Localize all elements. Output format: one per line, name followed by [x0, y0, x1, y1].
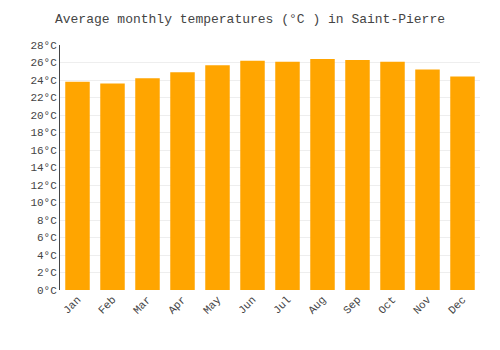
svg-text:Feb: Feb — [96, 294, 118, 316]
svg-text:6°C: 6°C — [37, 232, 57, 244]
svg-text:8°C: 8°C — [37, 215, 57, 227]
svg-text:Dec: Dec — [446, 294, 468, 316]
svg-text:Average monthly temperatures (: Average monthly temperatures (°C ) in Sa… — [55, 12, 445, 27]
svg-text:26°C: 26°C — [30, 57, 57, 69]
svg-text:Jan: Jan — [61, 294, 83, 316]
svg-text:10°C: 10°C — [30, 197, 57, 209]
svg-text:Nov: Nov — [411, 294, 434, 317]
svg-text:Jul: Jul — [271, 294, 293, 316]
svg-text:22°C: 22°C — [30, 92, 57, 104]
svg-text:Sep: Sep — [341, 294, 363, 316]
svg-text:16°C: 16°C — [30, 145, 57, 157]
svg-text:0°C: 0°C — [37, 285, 57, 297]
svg-text:28°C: 28°C — [30, 40, 57, 52]
svg-text:24°C: 24°C — [30, 75, 57, 87]
svg-text:Mar: Mar — [131, 294, 153, 316]
svg-text:18°C: 18°C — [30, 127, 57, 139]
svg-text:Aug: Aug — [306, 294, 328, 316]
svg-text:12°C: 12°C — [30, 180, 57, 192]
svg-text:2°C: 2°C — [37, 267, 57, 279]
svg-text:14°C: 14°C — [30, 162, 57, 174]
svg-text:Oct: Oct — [376, 294, 398, 316]
svg-text:May: May — [201, 294, 224, 317]
svg-text:Apr: Apr — [166, 294, 188, 316]
svg-text:4°C: 4°C — [37, 250, 57, 262]
svg-text:20°C: 20°C — [30, 110, 57, 122]
svg-text:Jun: Jun — [236, 294, 258, 316]
